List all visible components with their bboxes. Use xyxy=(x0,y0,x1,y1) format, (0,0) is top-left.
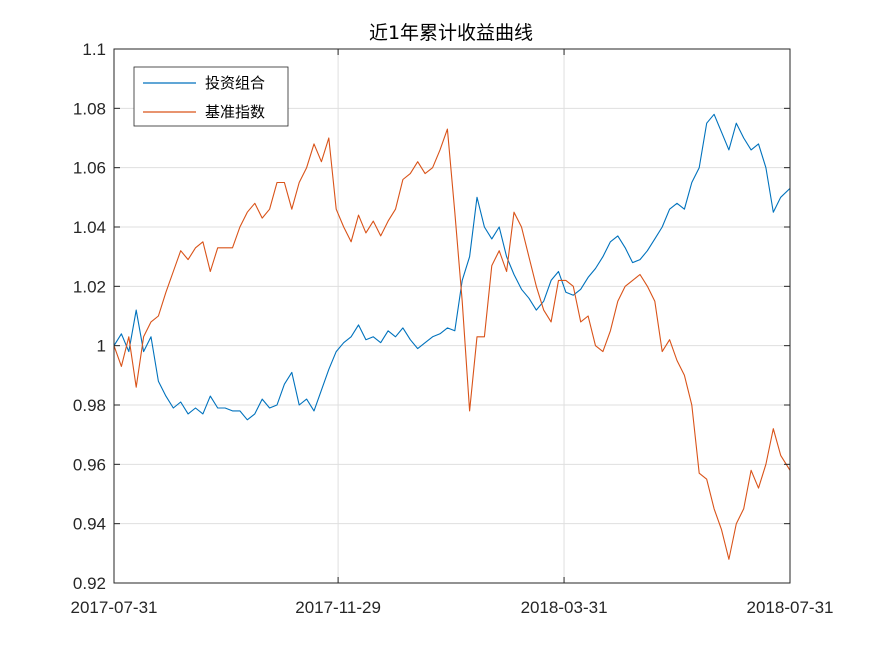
y-tick-label: 1.1 xyxy=(82,40,106,59)
x-tick-label: 2017-11-29 xyxy=(295,598,381,617)
legend-label-benchmark: 基准指数 xyxy=(205,103,265,121)
series-line-portfolio xyxy=(113,113,791,421)
y-tick-label: 0.98 xyxy=(73,396,106,415)
y-tick-label: 0.92 xyxy=(73,574,106,593)
chart-title: 近1年累计收益曲线 xyxy=(369,22,533,44)
legend-label-portfolio: 投资组合 xyxy=(205,74,265,92)
legend-box xyxy=(133,66,289,127)
series-line-benchmark xyxy=(113,128,791,560)
plot-area xyxy=(114,49,790,583)
y-tick-label: 0.94 xyxy=(73,515,106,534)
series-layer xyxy=(113,113,791,560)
x-tick-label: 2018-07-31 xyxy=(747,598,834,617)
y-tick-label: 1.02 xyxy=(73,277,106,296)
y-tick-label: 1 xyxy=(97,337,106,356)
y-tick-label: 0.96 xyxy=(73,455,106,474)
y-axis: 0.92 0.94 0.96 0.98 1 1.02 1.04 1.06 1.08 1.1 xyxy=(73,40,790,593)
y-tick-label: 1.08 xyxy=(73,99,106,118)
x-tick-label: 2018-03-31 xyxy=(521,598,608,617)
x-tick-label: 2017-07-31 xyxy=(71,598,158,617)
y-tick-label: 1.06 xyxy=(73,159,106,178)
x-axis: 2017-07-31 2017-11-29 2018-03-31 2018-07-31 xyxy=(71,49,834,617)
y-tick-label: 1.04 xyxy=(73,218,106,237)
plot-frame xyxy=(113,48,791,584)
legend: 投资组合 基准指数 xyxy=(133,66,289,127)
